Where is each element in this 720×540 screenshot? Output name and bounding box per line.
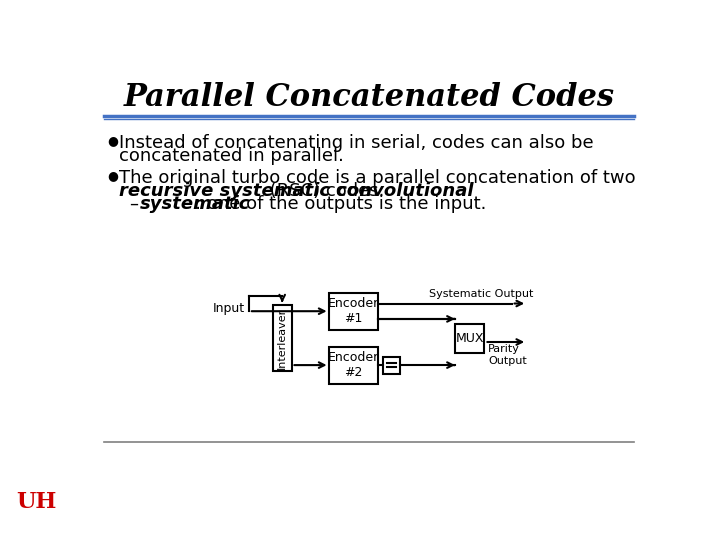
Text: MUX: MUX bbox=[456, 332, 484, 345]
Text: Input: Input bbox=[213, 302, 245, 315]
Text: (RSC) codes.: (RSC) codes. bbox=[264, 182, 384, 200]
Text: ●: ● bbox=[107, 134, 118, 147]
Text: ●: ● bbox=[107, 168, 118, 182]
Bar bbox=[330, 293, 377, 330]
Bar bbox=[273, 306, 292, 371]
Text: Parallel Concatenated Codes: Parallel Concatenated Codes bbox=[124, 82, 614, 113]
Text: Parity
Output: Parity Output bbox=[488, 345, 527, 366]
Bar bbox=[383, 356, 400, 374]
Text: Interleaver: Interleaver bbox=[277, 307, 287, 369]
Text: concatenated in parallel.: concatenated in parallel. bbox=[120, 147, 344, 165]
Text: : one of the outputs is the input.: : one of the outputs is the input. bbox=[195, 195, 487, 213]
Text: recursive systematic convolutional: recursive systematic convolutional bbox=[120, 182, 474, 200]
Text: Encoder
#2: Encoder #2 bbox=[328, 351, 379, 379]
Text: –: – bbox=[129, 195, 138, 213]
Bar bbox=[330, 347, 377, 383]
Text: The original turbo code is a parallel concatenation of two: The original turbo code is a parallel co… bbox=[120, 168, 636, 187]
Text: Encoder
#1: Encoder #1 bbox=[328, 297, 379, 325]
Text: Systematic Output: Systematic Output bbox=[429, 289, 534, 299]
Text: Instead of concatenating in serial, codes can also be: Instead of concatenating in serial, code… bbox=[120, 134, 594, 152]
Bar bbox=[455, 323, 485, 353]
Text: systematic: systematic bbox=[140, 195, 250, 213]
Text: UH: UH bbox=[16, 491, 56, 513]
